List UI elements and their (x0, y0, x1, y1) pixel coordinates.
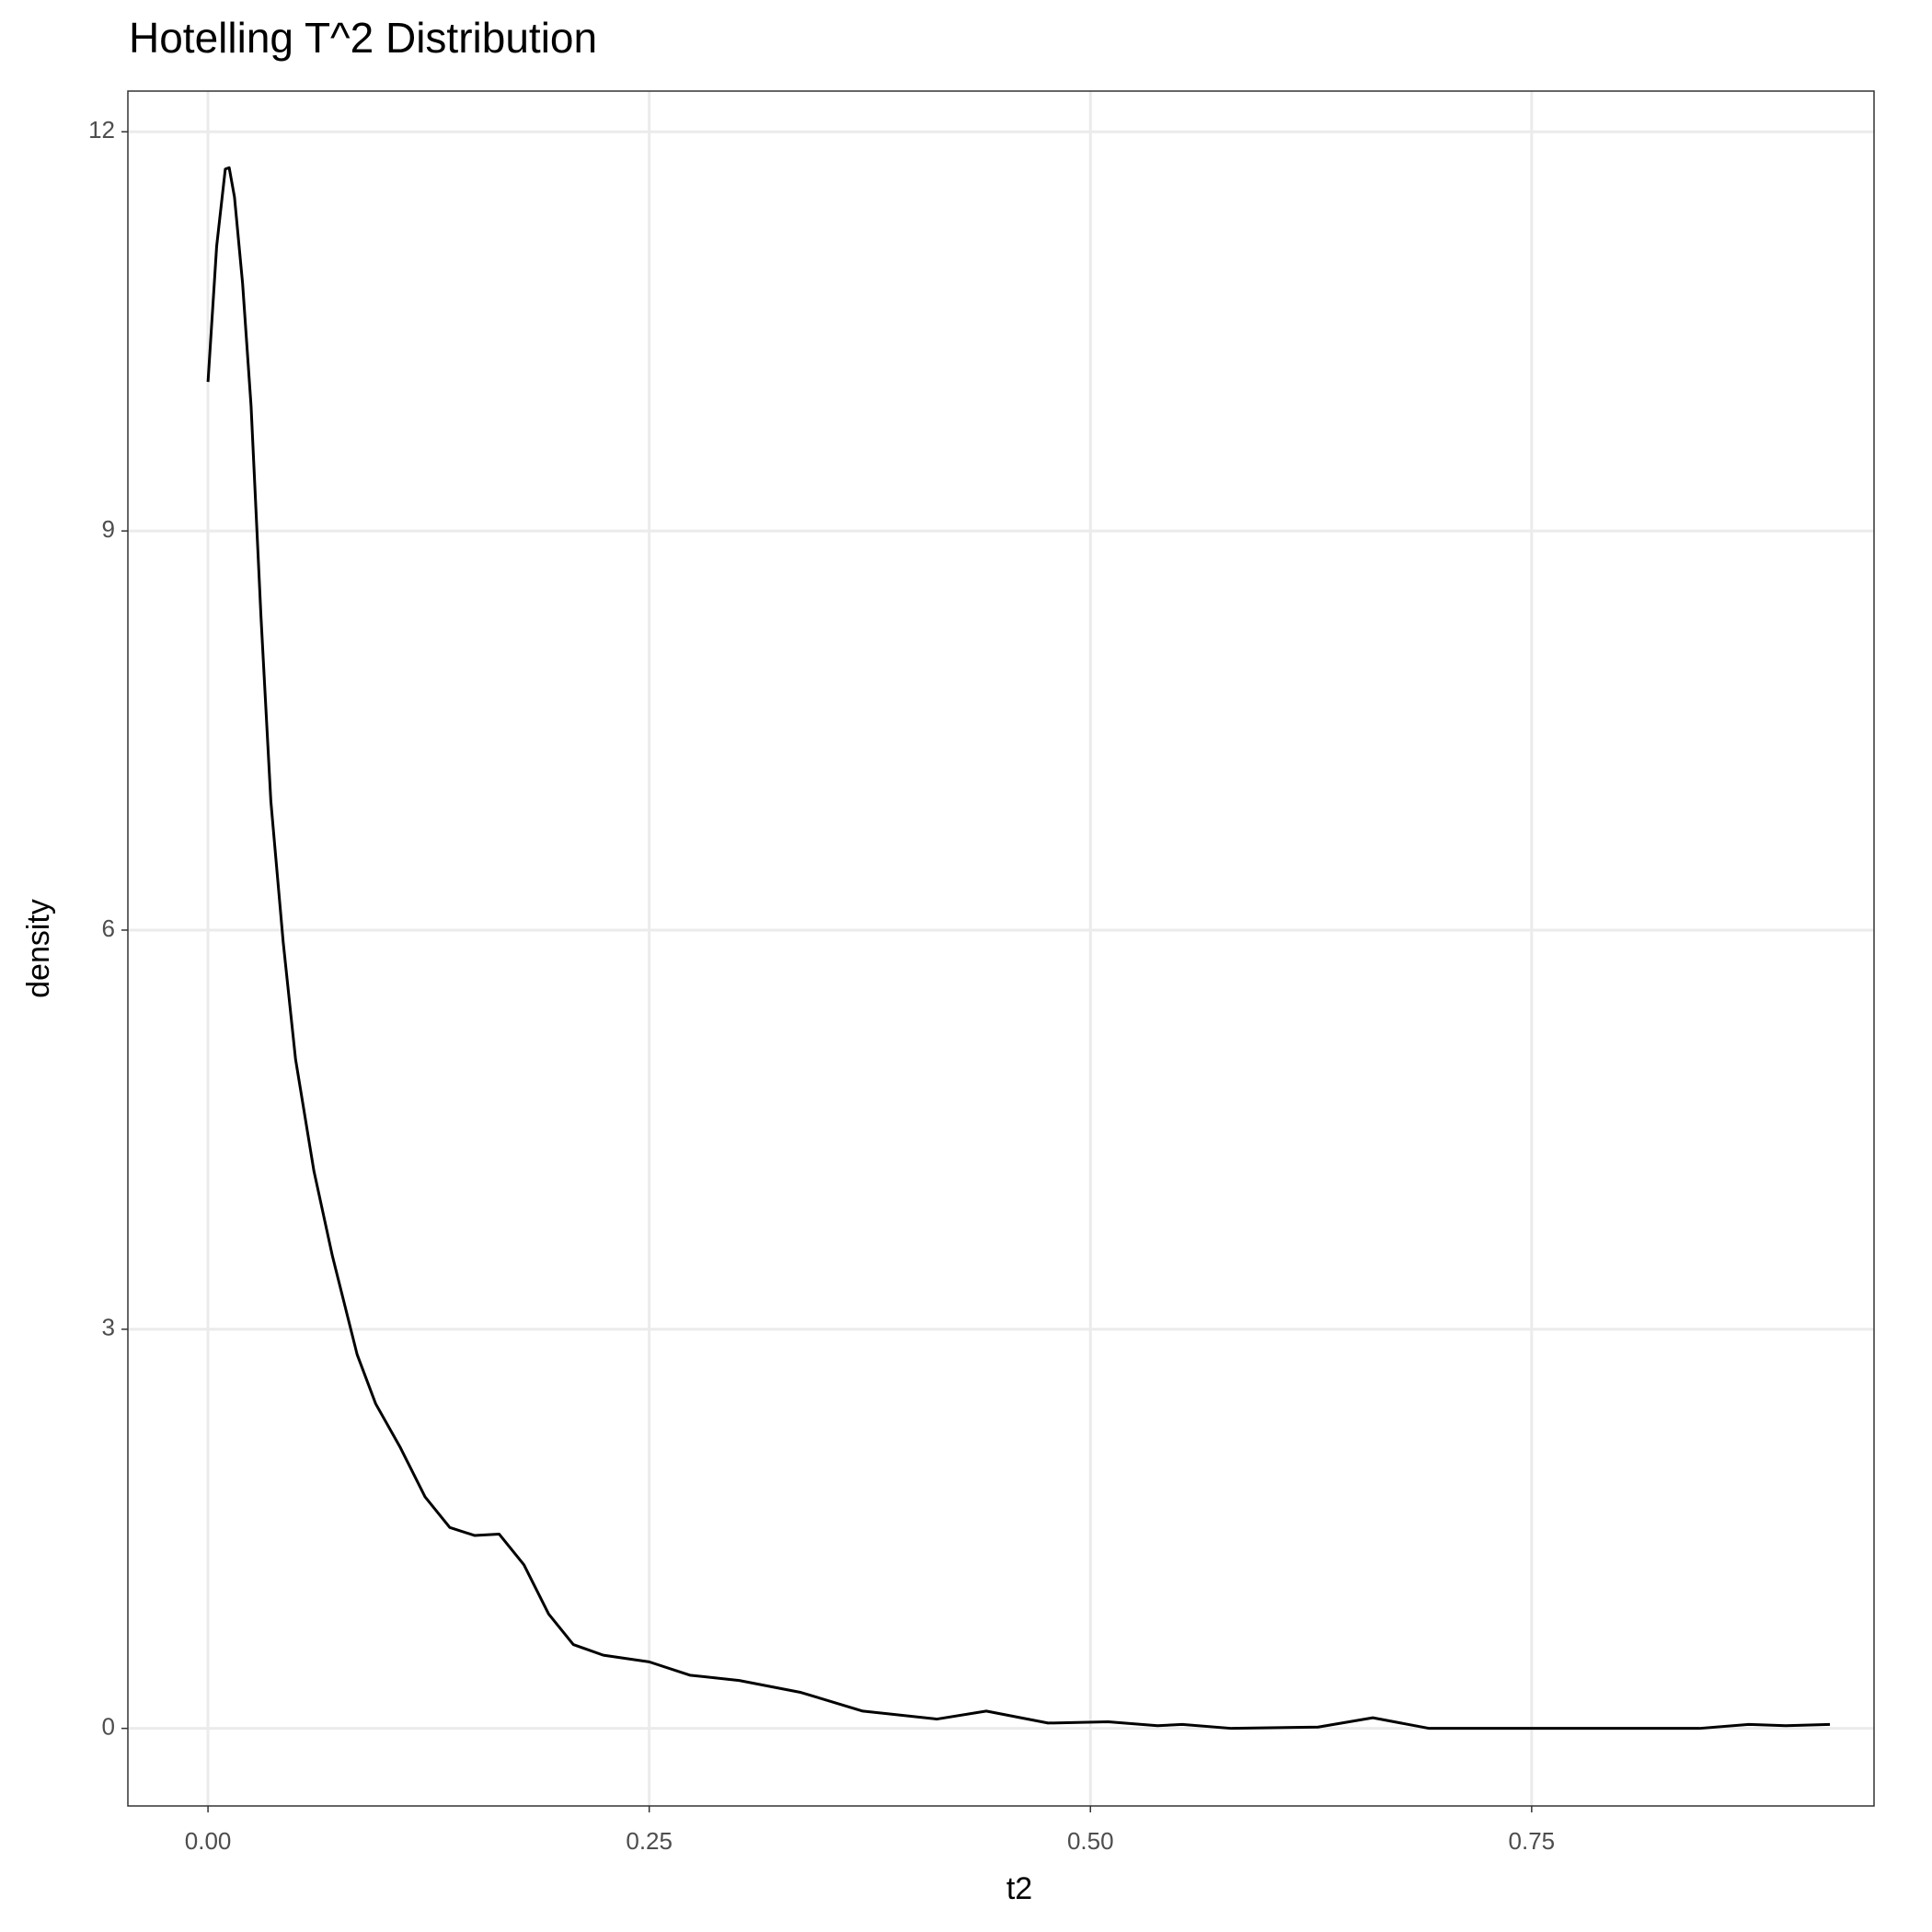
x-tick-label: 0.00 (185, 1827, 232, 1855)
x-tick-label: 0.25 (626, 1827, 673, 1855)
y-tick-label: 9 (102, 515, 115, 543)
x-tick-label: 0.50 (1067, 1827, 1114, 1855)
y-axis-title: density (21, 899, 56, 998)
chart-title: Hotelling T^2 Distribution (129, 14, 597, 62)
y-tick-label: 6 (102, 914, 115, 942)
density-line (206, 166, 1831, 1731)
panel-border (127, 90, 1875, 1807)
x-axis-title: t2 (1006, 1871, 1032, 1906)
plot-layer: 0 3 6 9 12 0.00 0.25 0.50 0.75 (88, 90, 1875, 1855)
y-tick-label: 0 (102, 1713, 115, 1741)
y-tick-label: 3 (102, 1314, 115, 1341)
y-tick-label: 12 (88, 116, 115, 144)
x-tick-label: 0.75 (1509, 1827, 1556, 1855)
